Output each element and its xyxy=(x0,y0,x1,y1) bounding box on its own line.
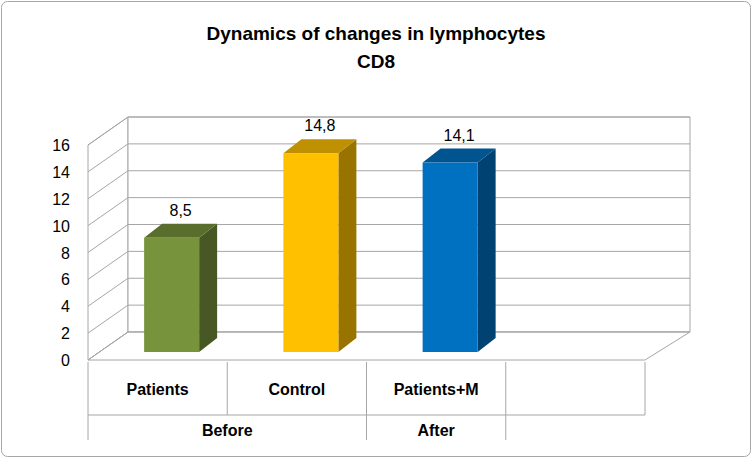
tick-label: 16 xyxy=(52,137,70,154)
category-label: Control xyxy=(268,381,325,398)
bars xyxy=(144,139,496,352)
bar-3d xyxy=(423,149,496,352)
data-labels: 8,5 14,8 14,1 xyxy=(170,117,475,219)
category-label: Patients xyxy=(127,381,189,398)
tick-label: 2 xyxy=(61,325,70,342)
bar-top xyxy=(283,139,356,153)
tick-label: 6 xyxy=(61,271,70,288)
axis-divider xyxy=(645,362,646,415)
axis-divider xyxy=(227,362,228,415)
bar-side xyxy=(478,149,496,352)
subtitle: CD8 xyxy=(357,51,395,72)
group-label: Before xyxy=(202,422,253,439)
data-label: 14,1 xyxy=(444,127,475,144)
grid-line xyxy=(88,144,690,172)
category-label: Patients+M xyxy=(394,381,479,398)
grid-line xyxy=(88,171,690,199)
tick-label: 12 xyxy=(52,191,70,208)
bar-side xyxy=(199,224,217,352)
tick-label: 0 xyxy=(61,352,70,369)
category-axis: Patients Control Patients+M Before After xyxy=(88,362,645,440)
bar-3d xyxy=(283,139,356,352)
chart-frame xyxy=(2,2,751,457)
bar-3d xyxy=(144,224,217,352)
bar xyxy=(144,238,199,352)
tick-label: 4 xyxy=(61,298,70,315)
bar-side xyxy=(338,139,356,352)
bar xyxy=(423,163,478,352)
grid-line xyxy=(88,117,690,145)
tick-label: 14 xyxy=(52,164,70,181)
bar-top xyxy=(144,224,217,238)
title: Dynamics of changes in lymphocytes xyxy=(207,23,546,44)
data-label: 14,8 xyxy=(304,117,335,134)
data-label: 8,5 xyxy=(170,202,192,219)
axis-border xyxy=(88,362,89,440)
grid-line xyxy=(88,198,690,226)
group-label: After xyxy=(417,422,454,439)
tick-label: 8 xyxy=(61,245,70,262)
tick-label: 10 xyxy=(52,218,70,235)
bar xyxy=(283,153,338,352)
axis-divider xyxy=(366,362,367,440)
bar-top xyxy=(423,149,496,163)
chart: Dynamics of changes in lymphocytes CD8 0 2 4… xyxy=(0,0,752,458)
axis-divider xyxy=(505,362,506,440)
